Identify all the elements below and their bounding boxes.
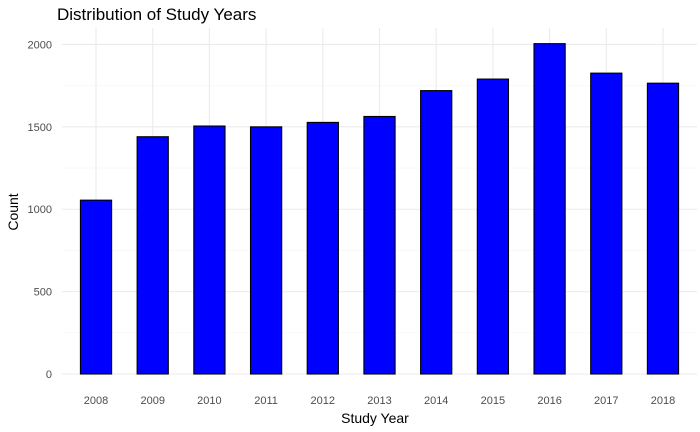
bar-2017 <box>590 72 623 375</box>
bar-2009 <box>136 136 169 375</box>
x-tick-label: 2011 <box>254 395 278 407</box>
bar-2013 <box>363 115 396 375</box>
y-axis-title: Count <box>5 193 21 230</box>
bar-2016 <box>533 43 566 375</box>
x-tick-label: 2010 <box>197 395 221 407</box>
bar-2008 <box>79 199 113 375</box>
bar-2018 <box>646 82 680 375</box>
chart-title: Distribution of Study Years <box>57 5 256 24</box>
x-tick-label: 2009 <box>140 395 164 407</box>
x-axis-title: Study Year <box>341 410 409 426</box>
y-axis-ticks: 0 500 1000 1500 2000 <box>28 39 52 381</box>
x-tick-label: 2013 <box>367 395 391 407</box>
y-tick-label: 0 <box>46 369 52 381</box>
y-tick-label: 2000 <box>28 39 52 51</box>
x-tick-label: 2012 <box>311 395 335 407</box>
x-tick-label: 2016 <box>537 395 561 407</box>
y-tick-label: 1500 <box>28 122 52 134</box>
y-tick-label: 500 <box>34 287 52 299</box>
bars <box>79 43 680 375</box>
bar-2015 <box>476 78 510 375</box>
x-tick-label: 2008 <box>84 395 108 407</box>
bar-2014 <box>420 90 453 375</box>
x-tick-label: 2017 <box>594 395 618 407</box>
x-tick-label: 2015 <box>481 395 505 407</box>
x-tick-label: 2014 <box>424 395 448 407</box>
x-tick-label: 2018 <box>651 395 675 407</box>
bar-2010 <box>193 125 226 375</box>
bar-2012 <box>306 121 339 375</box>
x-axis-ticks: 2008 2009 2010 2011 2012 2013 2014 2015 2016 2017… <box>84 395 675 407</box>
y-tick-label: 1000 <box>28 204 52 216</box>
bar-2011 <box>249 126 283 375</box>
